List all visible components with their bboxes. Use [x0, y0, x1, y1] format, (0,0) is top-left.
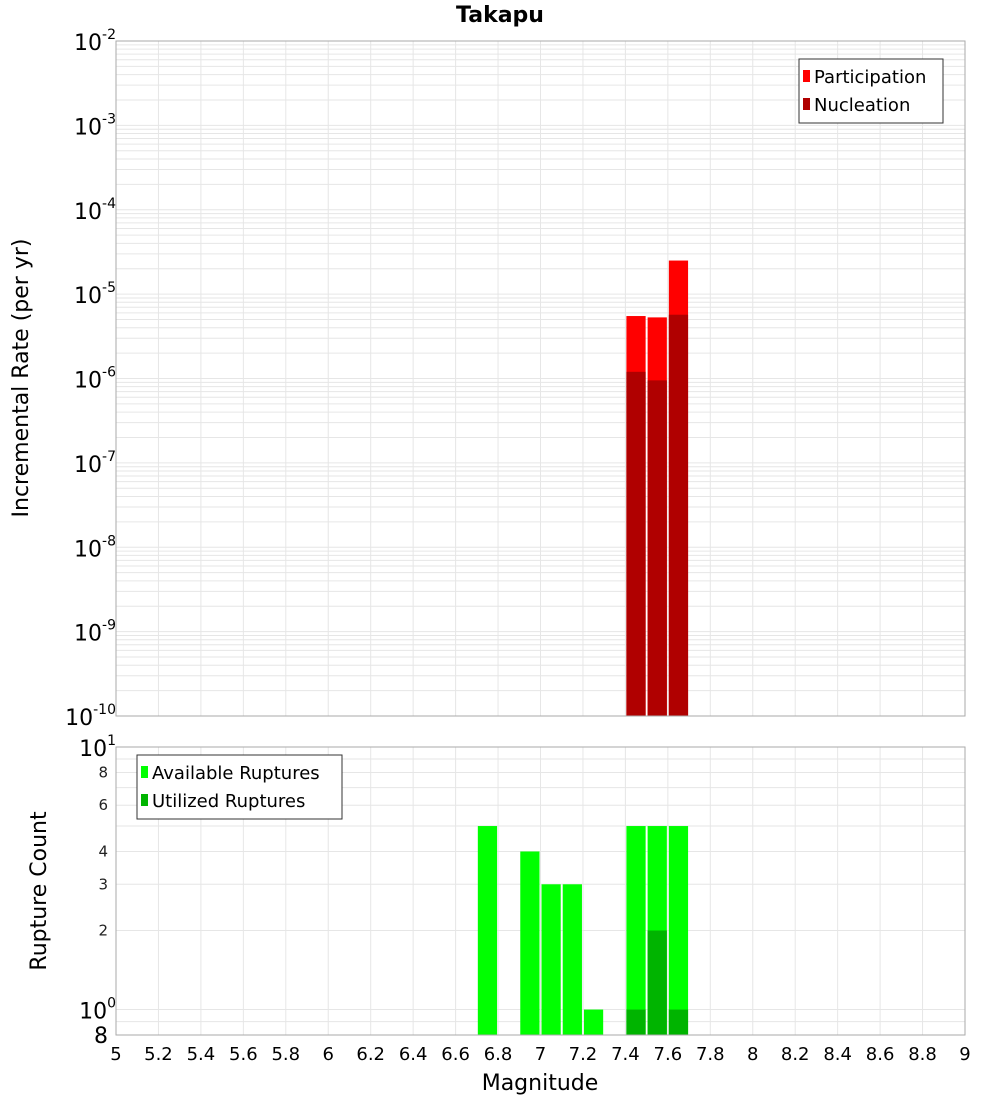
plot-frame [115, 746, 966, 1036]
x-tick-label: 7 [535, 1044, 546, 1065]
x-tick-label: 9 [959, 1044, 970, 1065]
legend-swatch [141, 794, 148, 806]
bar-available-ruptures [583, 1009, 604, 1035]
y-tick-label: 10-8 [74, 533, 116, 562]
x-tick-label: 5.2 [144, 1044, 173, 1065]
x-tick-label: 6.4 [399, 1044, 428, 1065]
y-tick-label: 10-9 [74, 618, 116, 647]
x-tick-label: 7.6 [654, 1044, 683, 1065]
bar-available-ruptures [668, 826, 689, 1035]
bar-nucleation [647, 380, 667, 716]
legend-label: Participation [814, 67, 926, 88]
x-tick-label: 8.6 [866, 1044, 895, 1065]
y-tick-label: 10-4 [74, 196, 116, 225]
bar-utilized-ruptures [647, 930, 667, 1035]
x-axis-label: Magnitude [482, 1071, 599, 1096]
x-tick-label: 5 [110, 1044, 121, 1065]
y-tick-label: 4 [98, 842, 108, 860]
x-tick-label: 6.2 [356, 1044, 385, 1065]
x-tick-label: 8.8 [908, 1044, 937, 1065]
x-tick-label: 5.8 [271, 1044, 300, 1065]
x-tick-label: 6.6 [441, 1044, 470, 1065]
y-tick-label: 3 [98, 875, 108, 893]
legend-swatch [141, 766, 148, 778]
y-tick-label: 8 [94, 1024, 108, 1049]
legend-swatch [803, 70, 810, 82]
x-tick-label: 5.4 [187, 1044, 216, 1065]
legend-label: Nucleation [814, 95, 910, 116]
bar-available-ruptures [562, 884, 582, 1035]
x-tick-label: 8.2 [781, 1044, 810, 1065]
bar-available-ruptures [541, 884, 561, 1035]
x-tick-label: 7.2 [569, 1044, 598, 1065]
top-y-axis-label: Incremental Rate (per yr) [9, 239, 34, 518]
legend-label: Utilized Ruptures [152, 791, 305, 812]
bar-utilized-ruptures [668, 1009, 689, 1035]
bar-nucleation [668, 314, 689, 716]
x-tick-label: 6.8 [484, 1044, 513, 1065]
y-tick-label: 100 [79, 996, 116, 1025]
y-tick-label: 2 [98, 922, 108, 940]
y-tick-label: 8 [98, 763, 108, 781]
y-tick-label: 10-7 [74, 449, 116, 478]
bar-utilized-ruptures [626, 1009, 646, 1035]
x-tick-label: 5.6 [229, 1044, 258, 1065]
x-tick-label: 8.4 [823, 1044, 852, 1065]
bar-available-ruptures [520, 851, 540, 1035]
bar-nucleation [626, 371, 646, 716]
bar-available-ruptures [477, 826, 498, 1035]
y-tick-label: 6 [98, 796, 108, 814]
y-tick-label: 10-3 [74, 111, 116, 140]
chart-title: Takapu [456, 3, 544, 28]
y-tick-label: 101 [79, 733, 116, 762]
x-tick-label: 8 [747, 1044, 758, 1065]
x-tick-label: 7.4 [611, 1044, 640, 1065]
legend-box [136, 754, 343, 820]
bar-available-ruptures [626, 826, 646, 1035]
legend-swatch [803, 98, 810, 110]
y-tick-label: 10-5 [74, 280, 116, 309]
plot-frame [115, 40, 966, 717]
x-tick-label: 7.8 [696, 1044, 725, 1065]
x-tick-label: 6 [323, 1044, 334, 1065]
bottom-y-axis-label: Rupture Count [27, 811, 52, 971]
y-tick-label: 10-2 [74, 27, 116, 56]
y-tick-label: 10-6 [74, 365, 116, 394]
legend-label: Available Ruptures [152, 763, 320, 784]
y-tick-label: 10-10 [65, 702, 116, 731]
legend-box [798, 58, 944, 124]
